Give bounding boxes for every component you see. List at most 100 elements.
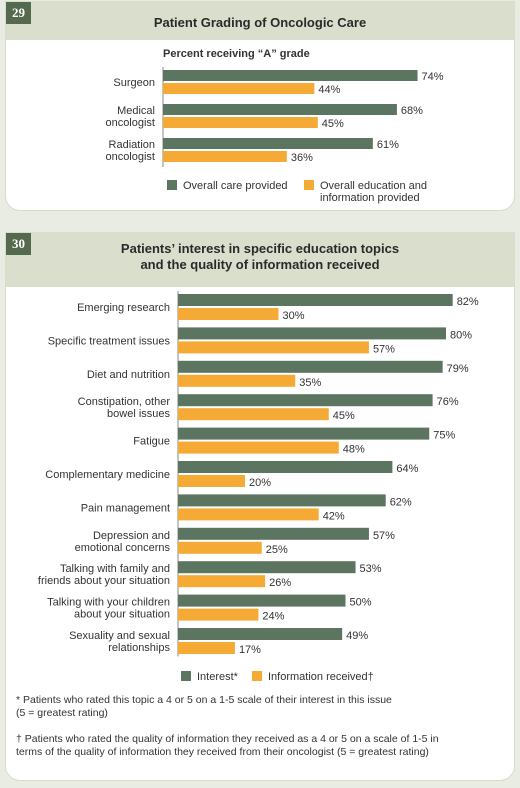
figure-29-title: Patient Grading of Oncologic Care xyxy=(153,15,367,30)
data-label: 68% xyxy=(401,105,423,117)
legend-label: information provided xyxy=(320,192,420,204)
figure-29-header: 29 Patient Grading of Oncologic Care xyxy=(6,2,514,40)
data-label: 49% xyxy=(346,630,368,642)
data-label: 44% xyxy=(318,84,340,96)
category-label: about your situation xyxy=(74,609,170,621)
data-label: 80% xyxy=(450,329,472,341)
data-label: 75% xyxy=(433,430,455,442)
data-label: 79% xyxy=(447,363,469,375)
bar-series1 xyxy=(178,427,430,440)
legend-swatch xyxy=(252,671,262,681)
bar-series2 xyxy=(178,441,339,454)
bar-series2 xyxy=(178,374,296,387)
category-label: friends about your situation xyxy=(38,575,170,587)
category-label: oncologist xyxy=(105,151,155,163)
footnote-information: † Patients who rated the quality of info… xyxy=(16,733,506,759)
bar-series2 xyxy=(178,475,245,487)
category-label: Talking with your children xyxy=(47,597,170,609)
data-label: 20% xyxy=(249,477,271,489)
legend-label: Interest* xyxy=(197,671,239,683)
bar-series1 xyxy=(178,527,369,540)
bar-series1 xyxy=(178,594,346,607)
data-label: 62% xyxy=(390,496,412,508)
figure-30-header: 30 Patients’ interest in specific educat… xyxy=(6,233,514,287)
footnote-information-line1: † Patients who rated the quality of info… xyxy=(16,733,439,745)
category-label: Sexuality and sexual xyxy=(69,630,170,642)
data-label: 53% xyxy=(360,563,382,575)
legend-swatch xyxy=(167,180,177,190)
data-label: 17% xyxy=(239,644,261,656)
category-label: Depression and xyxy=(93,530,170,542)
footnote-information-line2: terms of the quality of information they… xyxy=(16,746,429,758)
figure-29-chart: Surgeon 74%44%Medicaloncologist68%45%Radi… xyxy=(105,67,444,204)
bar-series1 xyxy=(163,138,373,149)
bar-series1 xyxy=(178,561,356,574)
data-label: 30% xyxy=(283,310,305,322)
category-label: Talking with family and xyxy=(60,563,170,575)
data-label: 61% xyxy=(377,139,399,151)
data-label: 25% xyxy=(266,544,288,556)
category-label: Medical xyxy=(117,105,155,117)
category-label: Diet and nutrition xyxy=(87,369,170,381)
figure-30-panel: 30 Patients’ interest in specific educat… xyxy=(6,233,514,780)
figure-29-subtitle: Percent receiving “A” grade xyxy=(163,48,310,60)
legend-label: Overall education and xyxy=(320,180,427,192)
data-label: 45% xyxy=(322,118,344,130)
bar-series1 xyxy=(163,70,418,81)
bar-series2 xyxy=(178,508,319,521)
data-label: 64% xyxy=(396,463,418,475)
data-label: 82% xyxy=(457,296,479,308)
legend-swatch xyxy=(304,180,314,190)
data-label: 50% xyxy=(350,597,372,609)
figure-30-number: 30 xyxy=(6,233,31,255)
bar-series1 xyxy=(178,461,393,473)
footnote-interest-line1: * Patients who rated this topic a 4 or 5… xyxy=(16,694,392,706)
bar-series2 xyxy=(163,83,315,94)
category-label: Specific treatment issues xyxy=(48,335,171,347)
data-label: 35% xyxy=(299,377,321,389)
bar-series2 xyxy=(178,341,369,354)
legend-swatch xyxy=(181,671,191,681)
figure-30-title-line2: and the quality of information received xyxy=(140,257,380,272)
bar-series2 xyxy=(178,408,329,421)
footnote-interest: * Patients who rated this topic a 4 or 5… xyxy=(16,694,506,720)
category-label: bowel issues xyxy=(107,408,170,420)
data-label: 48% xyxy=(343,444,365,456)
data-label: 57% xyxy=(373,530,395,542)
figure-30-chart: Emerging research 82% 30% Specific treatmen… xyxy=(38,291,479,683)
data-label: 26% xyxy=(269,577,291,589)
category-label: Emerging research xyxy=(77,302,170,314)
data-label: 24% xyxy=(262,611,284,623)
bar-series2 xyxy=(163,117,318,128)
category-label: Fatigue xyxy=(133,436,170,448)
bar-series2 xyxy=(163,151,287,162)
legend-label: Overall care provided xyxy=(183,180,288,192)
bar-series1 xyxy=(178,327,446,340)
category-label: Complementary medicine xyxy=(45,469,170,481)
data-label: 42% xyxy=(323,510,345,522)
data-label: 74% xyxy=(422,71,444,83)
figure-30-title: Patients’ interest in specific education… xyxy=(36,241,484,273)
legend-label: Information received† xyxy=(268,671,374,683)
figure-30-title-line1: Patients’ interest in specific education… xyxy=(120,241,400,256)
bar-series2 xyxy=(178,541,262,554)
data-label: 45% xyxy=(333,410,355,422)
footnote-interest-line2: (5 = greatest rating) xyxy=(16,707,108,719)
category-label: emotional concerns xyxy=(75,542,171,554)
bar-series2 xyxy=(178,608,259,621)
data-label: 76% xyxy=(437,396,459,408)
bar-series2 xyxy=(178,308,279,320)
figure-29-panel: 29 Patient Grading of Oncologic Care Per… xyxy=(6,2,514,210)
category-label: Pain management xyxy=(81,502,170,514)
bar-series1 xyxy=(178,494,386,507)
category-label: Constipation, other xyxy=(78,396,171,408)
bar-series1 xyxy=(178,394,433,407)
category-label: oncologist xyxy=(105,117,155,129)
bar-series2 xyxy=(178,642,235,654)
figure-29-number: 29 xyxy=(6,2,31,24)
bar-series1 xyxy=(178,628,343,640)
data-label: 36% xyxy=(291,152,313,164)
category-label: relationships xyxy=(108,642,170,654)
bar-series1 xyxy=(178,294,453,306)
bar-series1 xyxy=(163,104,397,115)
